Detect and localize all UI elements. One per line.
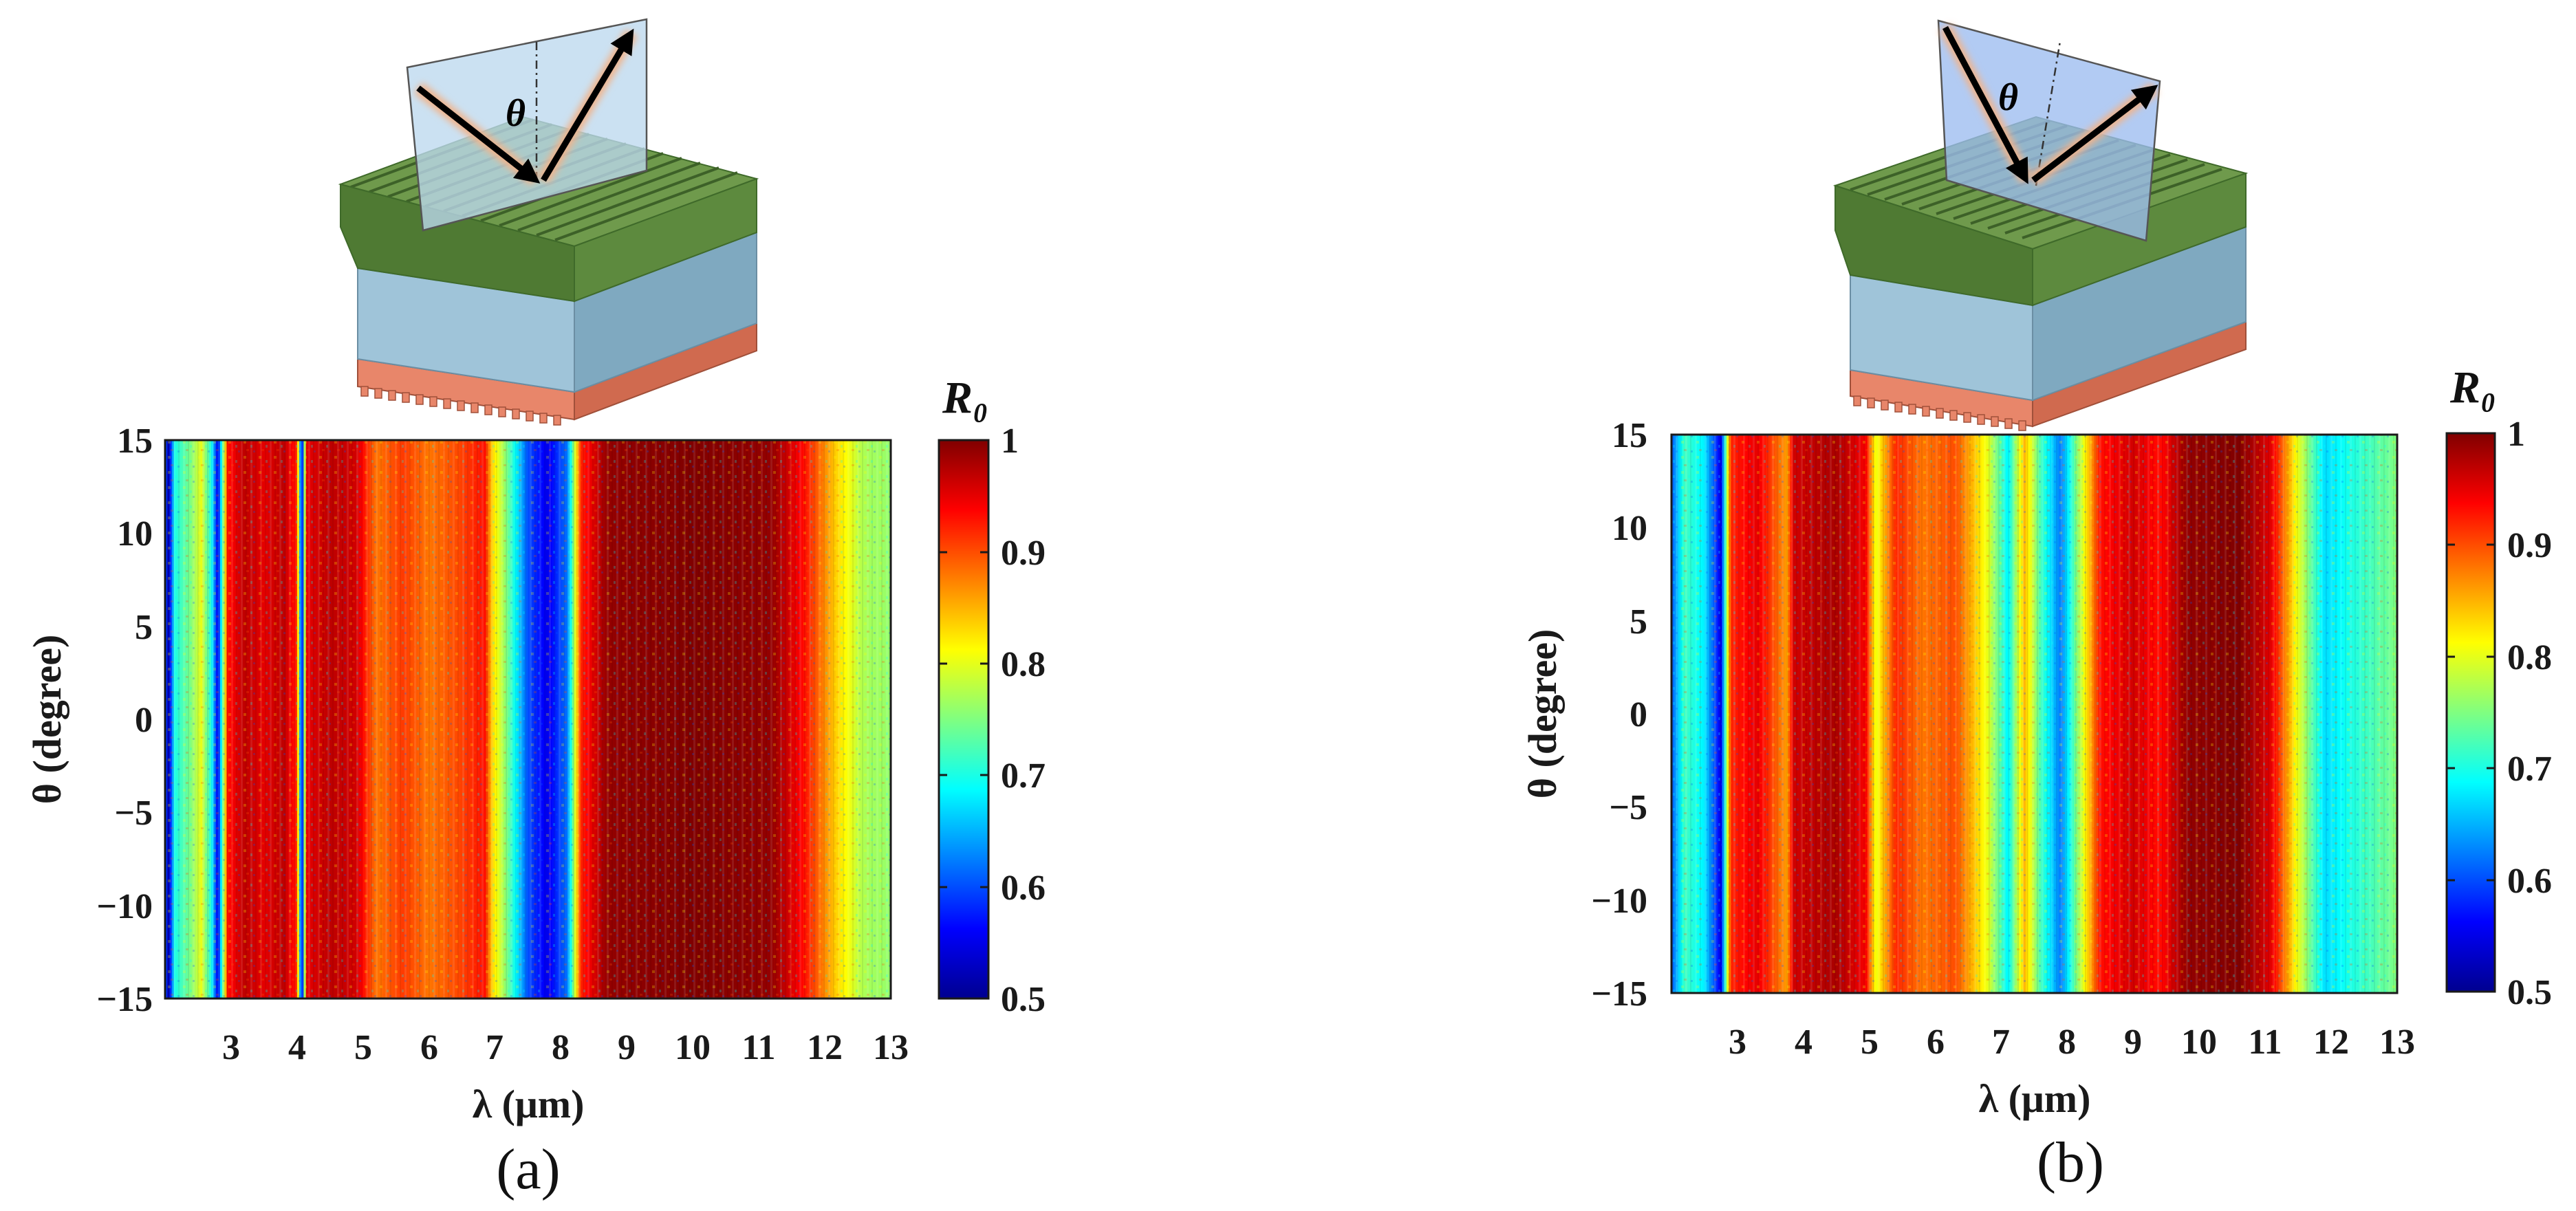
y-tick-label: 0 <box>1630 695 1647 734</box>
heatmap-plot-a <box>165 440 891 999</box>
y-tick-label: 0 <box>135 701 153 740</box>
colorbar-a <box>938 439 990 1000</box>
colorbar-tick-label: 0.7 <box>1001 756 1046 796</box>
y-tick-labels-a: 15 10 5 0 −5 −10 −15 <box>96 422 153 1019</box>
colorbar-tick-label: 0.9 <box>1001 534 1046 573</box>
colorbar-tick-label: 0.6 <box>1001 869 1046 908</box>
x-tick-labels-a: 3 4 5 6 7 8 9 10 11 12 13 <box>222 1028 909 1067</box>
x-tick-label: 5 <box>1861 1023 1879 1062</box>
colorbar-tick-label: 1 <box>2507 415 2525 454</box>
y-tick-label: 10 <box>1612 509 1647 548</box>
reflected-arrow-b <box>2031 85 2158 183</box>
y-axis-label-b: θ (degree) <box>1520 629 1565 799</box>
plot-frame-b <box>1670 433 2399 994</box>
grating-side-a <box>574 177 757 303</box>
y-tick-label: 5 <box>135 608 153 647</box>
backside-teeth-a <box>360 386 561 426</box>
colorbar-ticks-a <box>939 551 988 888</box>
x-tick-label: 12 <box>807 1028 843 1067</box>
y-tick-label: −10 <box>1591 882 1647 921</box>
x-tick-label: 6 <box>1927 1023 1945 1062</box>
x-tick-label: 9 <box>2124 1023 2142 1062</box>
y-tick-label: 15 <box>1612 416 1647 455</box>
colorbar-tick-label: 0.5 <box>1001 980 1046 1019</box>
colorbar-tick-labels-a: 1 0.9 0.8 0.7 0.6 0.5 <box>1001 422 1046 1019</box>
x-tick-label: 8 <box>2058 1023 2076 1062</box>
colorbar-ticks-b <box>2447 543 2495 882</box>
y-tick-label: −5 <box>1609 788 1647 827</box>
x-tick-label: 13 <box>2379 1023 2415 1062</box>
panel-caption-a: (a) <box>496 1137 560 1201</box>
schematic-b: θ <box>1832 19 2249 431</box>
grating-front-b <box>1834 184 2033 307</box>
x-tick-label: 6 <box>420 1028 438 1067</box>
incident-arrow-a <box>416 85 541 184</box>
y-tick-label: 10 <box>117 514 153 554</box>
colorbar-title-b: R₀ <box>2449 362 2496 413</box>
x-tick-label: 13 <box>873 1028 909 1067</box>
x-tick-label: 7 <box>486 1028 504 1067</box>
colorbar-tick-label: 0.8 <box>1001 645 1046 684</box>
colorbar-title-a: R₀ <box>942 373 988 423</box>
colorbar-tick-label: 0.9 <box>2507 526 2552 565</box>
colorbar-tick-label: 0.8 <box>2507 638 2552 677</box>
panel-b: θ 15 10 5 0 −5 −10 −15 3 4 5 6 7 8 9 10 … <box>1520 19 2552 1194</box>
grating-front-a <box>340 183 575 303</box>
y-tick-label: 15 <box>117 422 153 461</box>
incidence-plane-a <box>406 18 648 232</box>
heatmap-texture-overlay <box>165 440 891 999</box>
y-tick-label: −5 <box>114 794 153 833</box>
heatmap-plot-b <box>1671 435 2398 993</box>
x-tick-label: 11 <box>742 1028 775 1067</box>
schematic-theta-b: θ <box>1998 76 2018 119</box>
x-tick-label: 10 <box>675 1028 711 1067</box>
x-axis-label-a: λ (μm) <box>473 1082 585 1126</box>
x-tick-label: 12 <box>2313 1023 2349 1062</box>
x-tick-label: 7 <box>1992 1023 2010 1062</box>
incidence-plane-b <box>1937 19 2161 242</box>
x-tick-label: 4 <box>288 1028 306 1067</box>
x-tick-labels-b: 3 4 5 6 7 8 9 10 11 12 13 <box>1729 1023 2415 1062</box>
plot-frame-a <box>164 439 892 1000</box>
x-tick-label: 3 <box>222 1028 240 1067</box>
x-tick-label: 8 <box>552 1028 570 1067</box>
y-tick-labels-b: 15 10 5 0 −5 −10 −15 <box>1591 416 1647 1014</box>
y-tick-label: −10 <box>96 887 153 926</box>
x-tick-label: 11 <box>2248 1023 2282 1062</box>
x-tick-label: 3 <box>1729 1023 1746 1062</box>
panel-a: θ 15 10 5 0 −5 −10 −15 3 4 5 6 7 8 9 10 … <box>25 18 1046 1201</box>
x-tick-label: 4 <box>1795 1023 1812 1062</box>
heatmap-texture-overlay <box>1671 435 2397 993</box>
incident-arrow-b <box>1942 25 2028 184</box>
y-tick-label: −15 <box>1591 974 1647 1014</box>
colorbar-tick-label: 0.7 <box>2507 750 2552 789</box>
panel-caption-b: (b) <box>2037 1131 2104 1194</box>
y-tick-label: 5 <box>1630 602 1647 642</box>
x-tick-label: 5 <box>354 1028 372 1067</box>
x-axis-label-b: λ (μm) <box>1979 1076 2091 1121</box>
backside-teeth-b <box>1853 395 2026 431</box>
reflected-arrow-a <box>541 28 634 182</box>
colorbar-tick-label: 0.6 <box>2507 862 2552 901</box>
x-tick-label: 10 <box>2181 1023 2217 1062</box>
x-tick-label: 9 <box>618 1028 636 1067</box>
schematic-theta-a: θ <box>506 92 526 135</box>
colorbar-tick-label: 0.5 <box>2507 973 2552 1012</box>
colorbar-b <box>2445 432 2496 993</box>
y-axis-label-a: θ (degree) <box>25 635 69 805</box>
y-tick-label: −15 <box>96 980 153 1019</box>
schematic-a: θ <box>338 18 759 426</box>
colorbar-tick-labels-b: 1 0.9 0.8 0.7 0.6 0.5 <box>2507 415 2552 1012</box>
normal-line-b <box>2035 41 2061 186</box>
colorbar-tick-label: 1 <box>1001 422 1019 461</box>
